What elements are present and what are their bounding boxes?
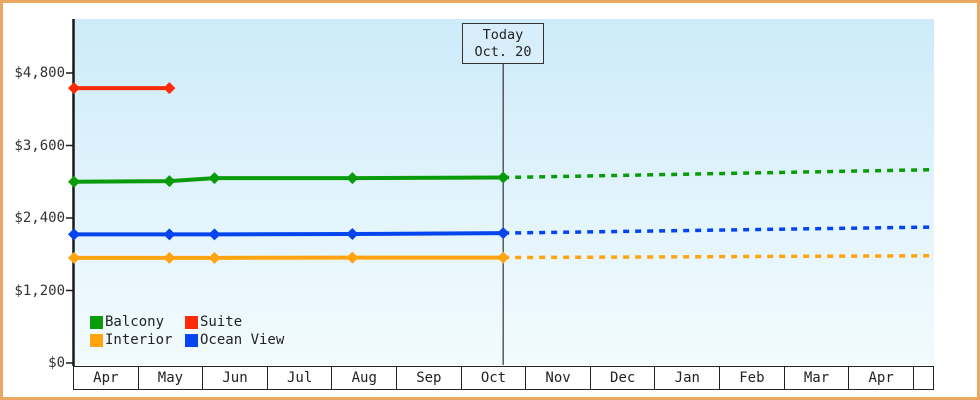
series-balcony-marker xyxy=(497,171,510,184)
chart-legend: Balcony Suite Interior Ocean View xyxy=(90,314,284,348)
series-balcony-marker xyxy=(208,172,221,185)
x-axis-month-label: Dec xyxy=(591,367,656,389)
series-interior-marker xyxy=(497,251,510,264)
series-balcony-marker xyxy=(163,175,176,188)
legend-item-suite: Suite xyxy=(185,314,284,330)
legend-item-ocean-view: Ocean View xyxy=(185,332,284,348)
series-interior-marker xyxy=(68,251,80,264)
series-ocean-view-marker xyxy=(497,227,510,240)
legend-swatch-icon xyxy=(90,333,103,347)
series-interior-marker xyxy=(208,251,221,264)
series-suite-marker xyxy=(163,82,176,95)
series-ocean-view-marker xyxy=(163,228,176,241)
legend-swatch-icon xyxy=(185,315,198,329)
plot-area xyxy=(74,19,934,365)
x-axis-month-label: Nov xyxy=(526,367,591,389)
series-ocean-view-marker xyxy=(346,228,359,241)
y-axis-tick-label: $2,400 xyxy=(14,210,65,226)
x-axis-month-label: Mar xyxy=(785,367,850,389)
legend-item-interior: Interior xyxy=(90,332,185,348)
series-suite-marker xyxy=(68,82,80,95)
x-axis-month-band: Apr May Jun Jul Aug Sep Oct Nov Dec Jan Feb Mar Apr xyxy=(73,366,934,390)
x-axis-month-label: Feb xyxy=(720,367,785,389)
series-interior-marker xyxy=(163,251,176,264)
y-axis-tick-label: $0 xyxy=(48,355,65,371)
series-ocean-view-line xyxy=(72,231,506,237)
today-marker-box: Today Oct. 20 xyxy=(462,23,544,64)
legend-label: Suite xyxy=(200,314,243,330)
legend-label: Balcony xyxy=(105,314,165,330)
series-balcony-marker xyxy=(68,175,80,188)
legend-swatch-icon xyxy=(90,315,103,329)
legend-label: Ocean View xyxy=(200,332,285,348)
series-interior-marker xyxy=(346,251,359,264)
series-balcony-marker xyxy=(346,172,359,185)
y-axis-tick-label: $4,800 xyxy=(14,65,65,81)
today-date-label: Oct. 20 xyxy=(474,43,532,60)
legend-swatch-icon xyxy=(185,333,198,347)
series-interior-projection-line xyxy=(503,254,934,260)
today-label: Today xyxy=(482,26,524,43)
x-axis-month-label: Sep xyxy=(397,367,462,389)
x-axis-month-label: Oct xyxy=(462,367,527,389)
y-axis-tick-label: $3,600 xyxy=(14,137,65,154)
x-axis-month-label: Apr xyxy=(849,367,914,389)
x-axis-partial-cell xyxy=(914,367,933,389)
x-axis-month-label: Jul xyxy=(268,367,333,389)
legend-item-balcony: Balcony xyxy=(90,314,185,330)
x-axis-month-label: Jan xyxy=(655,367,721,389)
series-ocean-view-projection-line xyxy=(503,225,934,235)
legend-label: Interior xyxy=(105,332,173,348)
series-balcony-projection-line xyxy=(503,167,934,180)
y-axis-tick-label: $1,200 xyxy=(14,282,65,299)
series-ocean-view-marker xyxy=(208,228,221,241)
chart-canvas xyxy=(66,19,934,366)
x-axis-month-label: Jun xyxy=(203,367,268,389)
x-axis-month-label: May xyxy=(139,367,204,389)
x-axis-month-label: Apr xyxy=(74,367,139,389)
series-balcony-line xyxy=(72,175,506,184)
x-axis-month-label: Aug xyxy=(332,367,398,389)
series-ocean-view-marker xyxy=(68,228,80,241)
